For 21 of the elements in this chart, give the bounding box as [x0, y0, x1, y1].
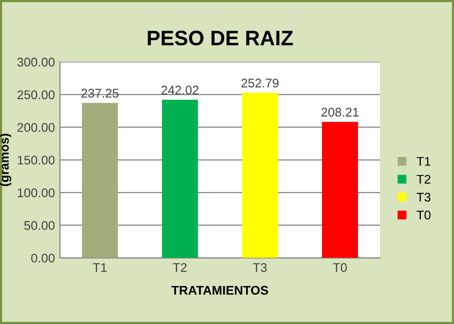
y-tick-label: 50.00 — [24, 221, 55, 230]
x-tick-label: T1 — [92, 263, 107, 272]
data-label: 208.21 — [322, 108, 358, 117]
y-tick-label: 0.00 — [31, 254, 55, 263]
y-tick-label: 300.00 — [17, 58, 55, 67]
legend-label: T1 — [416, 157, 430, 166]
y-tick-label: 150.00 — [18, 156, 55, 165]
y-tick-label: 250.00 — [17, 90, 55, 100]
x-axis-title: TRATAMIENTOS — [171, 286, 268, 295]
legend-label: T2 — [416, 174, 430, 184]
legend-label: T3 — [416, 192, 430, 202]
y-axis-title: (gramos) — [0, 134, 12, 186]
data-label: 252.79 — [241, 78, 278, 88]
y-tick-label: 200.00 — [17, 123, 55, 132]
x-tick-label: T3 — [252, 263, 267, 272]
x-tick-label: T0 — [332, 263, 347, 272]
x-tick-label: T2 — [172, 263, 187, 272]
chart-title: PESO DE RAIZ — [148, 30, 293, 46]
legend-label: T0 — [416, 210, 430, 220]
data-label: 242.02 — [161, 86, 198, 95]
y-tick-label: 100.00 — [18, 188, 55, 198]
